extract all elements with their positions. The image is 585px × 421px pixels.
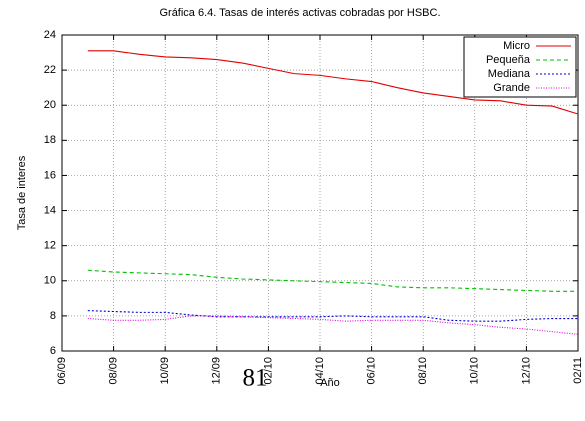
x-tick-label: 08/10 xyxy=(417,357,429,385)
x-tick-label: 02/10 xyxy=(262,357,274,385)
y-tick-label: 12 xyxy=(44,240,56,252)
y-tick-label: 24 xyxy=(44,29,56,41)
chart-title: Gráfica 6.4. Tasas de interés activas co… xyxy=(159,7,440,19)
legend-label: Pequeña xyxy=(486,54,531,66)
x-tick-label: 06/10 xyxy=(366,357,378,385)
series-line xyxy=(87,310,578,322)
legend-label: Micro xyxy=(503,40,530,52)
y-tick-label: 14 xyxy=(44,204,56,216)
y-tick-label: 20 xyxy=(44,99,56,111)
x-axis-label: Año xyxy=(320,377,340,389)
legend-label: Grande xyxy=(493,82,530,94)
x-tick-label: 02/11 xyxy=(572,357,584,384)
y-tick-label: 10 xyxy=(44,275,56,287)
y-tick-label: 18 xyxy=(44,134,56,146)
x-tick-label: 12/09 xyxy=(211,357,223,385)
y-tick-label: 8 xyxy=(50,310,56,322)
x-tick-label: 06/09 xyxy=(56,357,68,385)
legend-box xyxy=(463,36,577,98)
y-axis-label: Tasa de interes xyxy=(16,155,28,230)
y-tick-label: 16 xyxy=(44,169,56,181)
x-tick-label: 04/10 xyxy=(314,357,326,385)
x-tick-label: 08/09 xyxy=(108,357,120,385)
legend-label: Mediana xyxy=(488,68,531,80)
series-line xyxy=(87,315,579,335)
x-tick-label: 10/10 xyxy=(469,357,481,385)
plot-frame xyxy=(61,34,579,352)
y-tick-label: 6 xyxy=(50,345,56,357)
y-tick-label: 22 xyxy=(44,64,56,76)
x-tick-label: 10/09 xyxy=(159,357,171,385)
series-line xyxy=(87,50,579,115)
x-tick-label: 12/10 xyxy=(520,357,532,385)
series-line xyxy=(87,269,578,292)
page-number: 81 xyxy=(243,365,268,392)
